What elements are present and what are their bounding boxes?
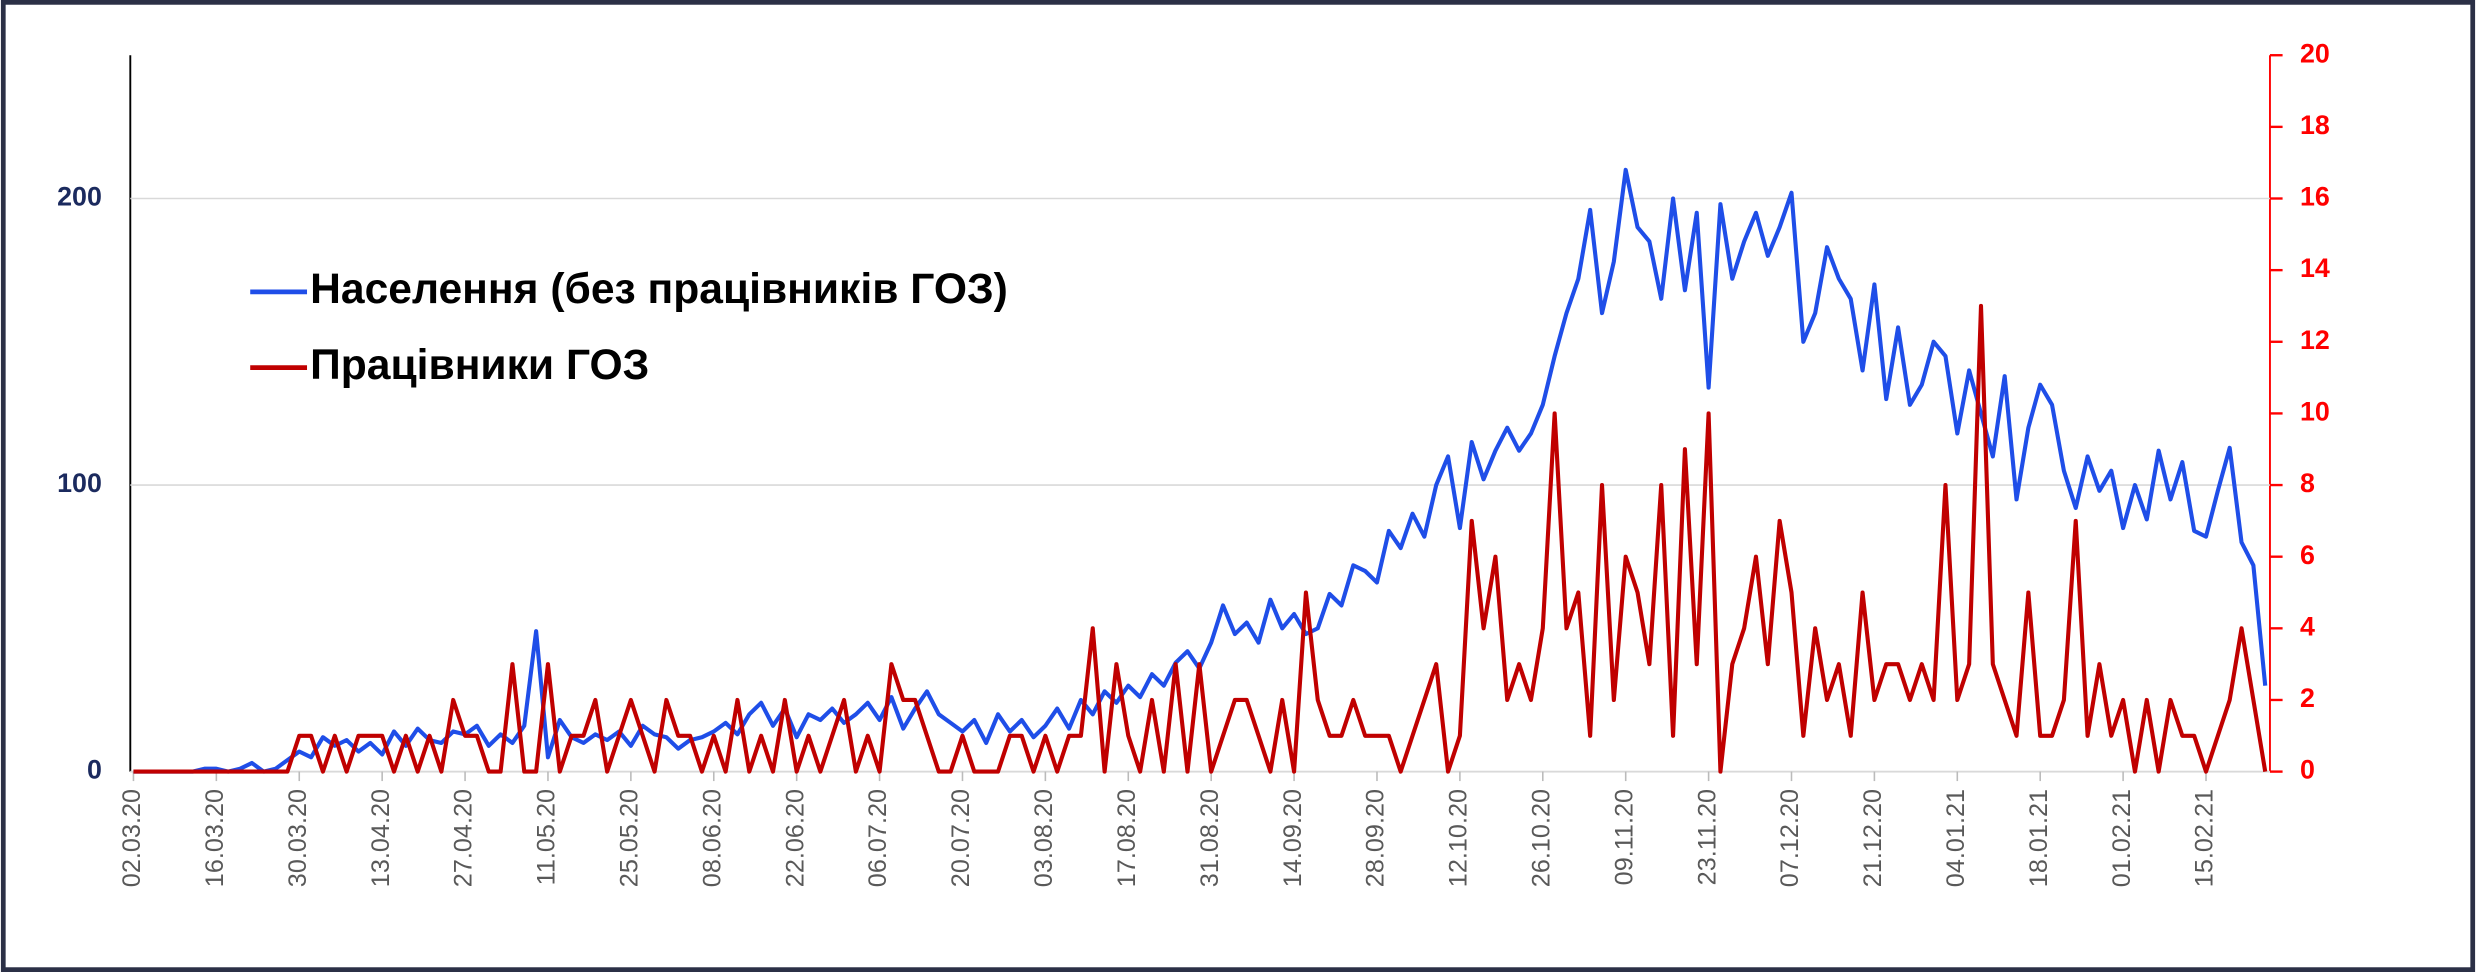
y2-tick-label: 18 <box>2300 110 2330 140</box>
y-tick-label: 0 <box>87 755 102 785</box>
x-tick-label: 26.10.20 <box>1527 789 1555 887</box>
x-tick-label: 27.04.20 <box>450 789 478 887</box>
x-tick-label: 06.07.20 <box>864 789 892 887</box>
y2-tick-label: 2 <box>2300 683 2315 713</box>
x-tick-label: 20.07.20 <box>947 789 975 887</box>
x-tick-label: 16.03.20 <box>201 789 229 887</box>
legend-label: Працівники ГОЗ <box>310 341 649 389</box>
x-tick-label: 12.10.20 <box>1445 789 1473 887</box>
y2-tick-label: 10 <box>2300 396 2330 426</box>
y2-tick-label: 12 <box>2300 325 2330 355</box>
x-tick-label: 28.09.20 <box>1362 789 1390 887</box>
x-tick-label: 15.02.21 <box>2191 789 2219 887</box>
x-tick-label: 03.08.20 <box>1030 789 1058 887</box>
y2-tick-label: 6 <box>2300 540 2315 570</box>
y-tick-label: 200 <box>57 182 102 212</box>
x-tick-label: 21.12.20 <box>1859 789 1887 887</box>
x-tick-label: 04.01.21 <box>1942 789 1970 887</box>
x-tick-label: 25.05.20 <box>616 789 644 887</box>
y2-tick-label: 16 <box>2300 182 2330 212</box>
x-tick-label: 14.09.20 <box>1279 789 1307 887</box>
x-tick-label: 09.11.20 <box>1610 789 1638 885</box>
y2-tick-label: 4 <box>2300 611 2315 641</box>
y2-tick-label: 8 <box>2300 468 2315 498</box>
x-tick-label: 08.06.20 <box>698 789 726 887</box>
legend-label: Населення (без працівників ГОЗ) <box>310 265 1008 313</box>
x-tick-label: 01.02.21 <box>2108 789 2136 887</box>
x-tick-label: 11.05.20 <box>533 789 561 885</box>
x-tick-label: 07.12.20 <box>1776 789 1804 887</box>
y2-tick-label: 20 <box>2300 38 2330 68</box>
x-tick-label: 31.08.20 <box>1196 789 1224 887</box>
x-tick-label: 18.01.21 <box>2025 789 2053 887</box>
y2-tick-label: 0 <box>2300 755 2315 785</box>
x-tick-label: 02.03.20 <box>118 789 146 887</box>
x-tick-label: 13.04.20 <box>367 789 395 887</box>
x-tick-label: 23.11.20 <box>1693 789 1721 885</box>
y-tick-label: 100 <box>57 468 102 498</box>
x-tick-label: 22.06.20 <box>781 789 809 887</box>
x-tick-label: 30.03.20 <box>284 789 312 887</box>
y2-tick-label: 14 <box>2300 253 2330 283</box>
series-line <box>133 303 2268 774</box>
x-tick-label: 17.08.20 <box>1113 789 1141 887</box>
